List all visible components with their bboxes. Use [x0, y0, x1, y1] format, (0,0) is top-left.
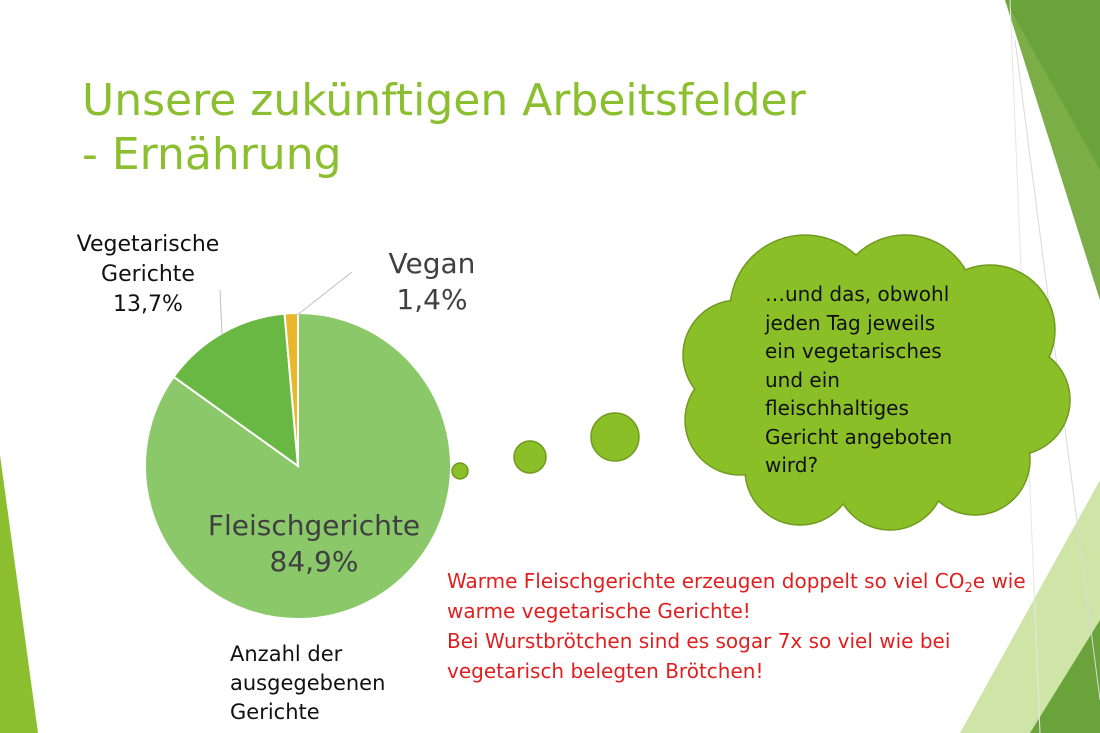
note-line-2: warme vegetarische Gerichte!	[447, 599, 751, 623]
thought-line-7: wird?	[765, 453, 819, 477]
title-line-1: Unsere zukünftigen Arbeitsfelder	[82, 75, 806, 126]
leader-line-vegetarian	[219, 289, 223, 335]
corner-triangle-bottom-light	[960, 480, 1100, 733]
bubble-dot-medium	[513, 440, 547, 474]
slice-label-meat: Fleischgerichte 84,9%	[196, 508, 432, 580]
title-line-2: - Ernährung	[82, 129, 342, 180]
note-line-1-sub: 2	[964, 581, 973, 596]
slice-value-vegetarian: 13,7%	[113, 292, 183, 317]
thought-line-6: Gericht angeboten	[765, 424, 953, 449]
note-line-1-post: e wie	[972, 569, 1026, 593]
thought-bubble-text: …und das, obwohl jeden Tag jeweils ein v…	[765, 280, 1015, 480]
slice-label-meat-line1: Fleischgerichte	[207, 509, 421, 542]
slide-title: Unsere zukünftigen Arbeitsfelder - Ernäh…	[82, 74, 982, 182]
thought-line-1: …und das, obwohl	[765, 282, 950, 306]
bubble-dot-large	[590, 412, 640, 462]
caption-line-2: ausgegebenen	[230, 671, 386, 695]
note-line-3: Bei Wurstbrötchen sind es sogar 7x so vi…	[447, 629, 951, 653]
caption-line-3: Gerichte	[230, 700, 320, 724]
chart-caption: Anzahl der ausgegebenen Gerichte	[230, 640, 410, 727]
pie-slice-vegan	[283, 311, 299, 467]
note-line-1: Warme Fleischgerichte erzeugen doppelt s…	[447, 566, 1097, 596]
slice-label-vegetarian: Vegetarische Gerichte 13,7%	[62, 230, 234, 320]
slice-label-vegetarian-line2: Gerichte	[101, 262, 195, 287]
corner-triangle-bottom	[1030, 620, 1100, 733]
thought-line-3: ein vegetarisches	[765, 339, 942, 363]
slice-label-vegan: Vegan 1,4%	[372, 246, 492, 318]
slice-label-vegetarian-line1: Vegetarische	[76, 232, 220, 257]
left-edge-triangle	[0, 455, 38, 733]
slice-value-meat: 84,9%	[269, 545, 359, 578]
slice-label-vegan-line1: Vegan	[388, 247, 476, 280]
bubble-dot-small	[451, 462, 469, 480]
thought-line-2: jeden Tag jeweils	[765, 310, 936, 335]
leader-line-vegan	[295, 271, 353, 317]
slice-value-vegan: 1,4%	[396, 283, 468, 316]
note-line-1-pre: Warme Fleischgerichte erzeugen doppelt s…	[447, 569, 965, 593]
corner-triangle-top-2	[1005, 0, 1100, 300]
thought-line-4: und ein	[765, 367, 840, 392]
caption-line-1: Anzahl der	[230, 642, 343, 666]
thought-line-5: fleischhaltiges	[765, 396, 909, 420]
note-line-4: vegetarisch belegten Brötchen!	[447, 659, 764, 683]
co2-note: Warme Fleischgerichte erzeugen doppelt s…	[447, 566, 1097, 686]
